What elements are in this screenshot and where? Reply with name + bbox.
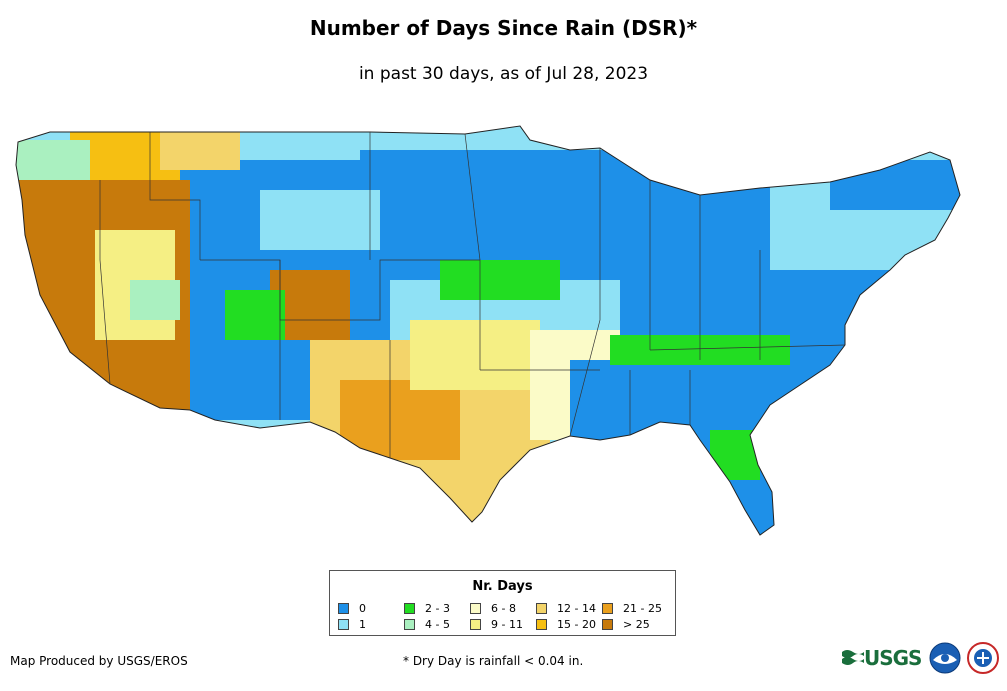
legend-swatch [536, 603, 547, 614]
legend-label: 21 - 25 [623, 602, 662, 615]
map-subtitle: in past 30 days, as of Jul 28, 2023 [358, 64, 649, 84]
legend-label: 6 - 8 [491, 602, 516, 615]
legend-item-6: 12 - 14 [536, 602, 596, 615]
footnote-text: * Dry Day is rainfall < 0.04 in. [403, 654, 584, 668]
legend: Nr. Days 0 1 2 - 3 4 - 5 6 - 8 9 - 11 12… [329, 570, 676, 636]
map-title: Number of Days Since Rain (DSR)* [309, 16, 698, 40]
legend-label: 15 - 20 [557, 618, 596, 631]
legend-title: Nr. Days [472, 579, 533, 594]
legend-item-9: > 25 [602, 618, 650, 631]
legend-item-1: 1 [338, 618, 366, 631]
legend-swatch [470, 619, 481, 630]
legend-label: 1 [359, 618, 366, 631]
legend-swatch [404, 619, 415, 630]
credit-text: Map Produced by USGS/EROS [10, 654, 188, 668]
legend-item-7: 15 - 20 [536, 618, 596, 631]
legend-label: 0 [359, 602, 366, 615]
legend-label: 2 - 3 [425, 602, 450, 615]
legend-item-0: 0 [338, 602, 366, 615]
legend-swatch [602, 603, 613, 614]
legend-swatch [404, 603, 415, 614]
legend-swatch [470, 603, 481, 614]
legend-label: > 25 [623, 618, 650, 631]
legend-item-8: 21 - 25 [602, 602, 662, 615]
nws-logo-icon [967, 642, 1000, 674]
legend-item-4: 6 - 8 [470, 602, 516, 615]
noaa-logo-icon [929, 642, 961, 674]
legend-item-3: 4 - 5 [404, 618, 450, 631]
usgs-logo-icon [842, 650, 864, 665]
usgs-logo-text: USGS [864, 646, 922, 670]
legend-item-2: 2 - 3 [404, 602, 450, 615]
legend-swatch [536, 619, 547, 630]
legend-item-5: 9 - 11 [470, 618, 523, 631]
legend-swatch [338, 603, 349, 614]
us-dsr-map [15, 125, 961, 536]
legend-label: 12 - 14 [557, 602, 596, 615]
legend-swatch [338, 619, 349, 630]
legend-label: 9 - 11 [491, 618, 523, 631]
logo-bar: USGS [842, 642, 1000, 674]
legend-label: 4 - 5 [425, 618, 450, 631]
legend-swatch [602, 619, 613, 630]
